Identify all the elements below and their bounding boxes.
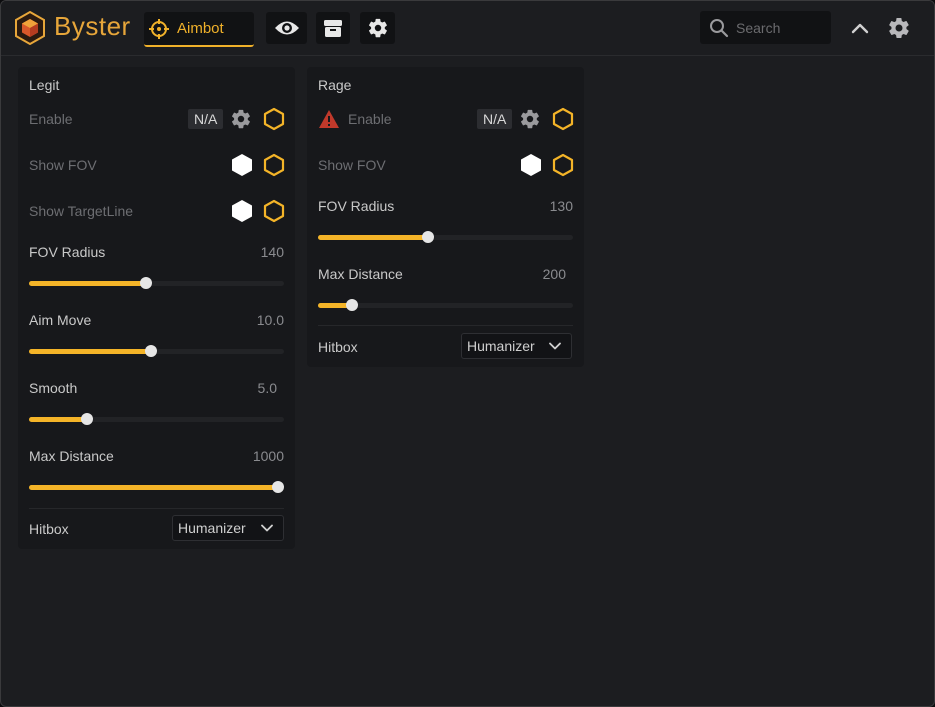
slider-knob[interactable] <box>345 299 358 311</box>
legit-aimmove-slider[interactable] <box>29 344 284 358</box>
gear-icon <box>368 18 387 38</box>
legit-fovradius-value: 140 <box>260 244 284 260</box>
legit-enable-keybind[interactable]: N/A <box>188 109 224 129</box>
toggle-hexagon-icon[interactable] <box>263 107 285 131</box>
chevron-down-icon <box>549 342 561 350</box>
crosshair-icon <box>149 19 169 39</box>
divider <box>29 508 284 509</box>
warning-icon <box>319 110 339 128</box>
tab-aimbot-label: Aimbot <box>177 20 224 37</box>
legit-enable-label: Enable <box>29 111 73 127</box>
rage-enable-keybind[interactable]: N/A <box>477 109 513 129</box>
top-bar: Byster Aimbot <box>1 1 934 56</box>
legit-fovradius-label: FOV Radius <box>29 244 106 260</box>
tab-misc[interactable] <box>316 12 350 44</box>
search-box[interactable] <box>700 11 831 44</box>
tab-visuals[interactable] <box>266 12 307 44</box>
color-swatch-icon[interactable] <box>231 153 253 177</box>
rage-fovradius-value: 130 <box>549 198 573 214</box>
legit-maxdistance-label: Max Distance <box>29 448 114 464</box>
legit-title: Legit <box>29 77 60 93</box>
box-icon <box>324 20 342 37</box>
legit-aimmove-label: Aim Move <box>29 312 92 328</box>
eye-icon <box>274 21 299 35</box>
rage-hitbox-selected: Humanizer <box>467 338 535 354</box>
rage-maxdistance-value: 200 <box>542 266 566 282</box>
legit-maxdistance-slider[interactable] <box>29 480 284 494</box>
legit-hitbox-select[interactable]: Humanizer <box>172 515 284 541</box>
byster-logo-icon <box>15 11 45 45</box>
rage-enable-label: Enable <box>348 111 392 127</box>
legit-smooth-slider[interactable] <box>29 412 284 426</box>
chevron-down-icon <box>261 524 273 532</box>
search-icon <box>710 19 729 38</box>
rage-fovradius-label: FOV Radius <box>318 198 395 214</box>
rage-showfov-label: Show FOV <box>318 157 386 173</box>
legit-targetline-label: Show TargetLine <box>29 203 134 219</box>
divider <box>318 325 573 326</box>
rage-title: Rage <box>318 77 352 93</box>
slider-knob[interactable] <box>421 231 434 243</box>
rage-hitbox-select[interactable]: Humanizer <box>461 333 572 359</box>
slider-knob[interactable] <box>80 413 93 425</box>
color-swatch-icon[interactable] <box>231 199 253 223</box>
legit-hitbox-selected: Humanizer <box>178 520 246 536</box>
slider-knob[interactable] <box>272 481 284 493</box>
tab-settings[interactable] <box>360 12 395 44</box>
legit-fovradius-slider[interactable] <box>29 276 284 290</box>
search-input[interactable] <box>734 17 828 39</box>
legit-panel: Legit Enable N/A Show FOV Show TargetLin… <box>18 67 295 549</box>
rage-fovradius-slider[interactable] <box>318 230 573 244</box>
color-swatch-icon[interactable] <box>520 153 542 177</box>
gear-icon[interactable] <box>230 108 252 130</box>
slider-knob[interactable] <box>140 277 153 289</box>
gear-icon[interactable] <box>887 16 911 40</box>
rage-panel: Rage Enable N/A Show FOV FOV Radius 130 … <box>307 67 584 367</box>
legit-showfov-label: Show FOV <box>29 157 97 173</box>
gear-icon[interactable] <box>519 108 541 130</box>
toggle-hexagon-icon[interactable] <box>263 199 285 223</box>
toggle-hexagon-icon[interactable] <box>263 153 285 177</box>
toggle-hexagon-icon[interactable] <box>552 107 574 131</box>
toggle-hexagon-icon[interactable] <box>552 153 574 177</box>
rage-maxdistance-slider[interactable] <box>318 298 573 312</box>
slider-knob[interactable] <box>144 345 157 357</box>
legit-maxdistance-value: 1000 <box>252 448 284 464</box>
chevron-up-icon[interactable] <box>849 17 871 39</box>
legit-aimmove-value: 10.0 <box>256 312 284 328</box>
legit-hitbox-label: Hitbox <box>29 521 69 537</box>
rage-hitbox-label: Hitbox <box>318 339 358 355</box>
tab-aimbot[interactable]: Aimbot <box>144 12 254 47</box>
legit-smooth-value: 5.0 <box>257 380 277 396</box>
legit-smooth-label: Smooth <box>29 380 78 396</box>
brand-name: Byster <box>54 11 131 41</box>
rage-maxdistance-label: Max Distance <box>318 266 403 282</box>
